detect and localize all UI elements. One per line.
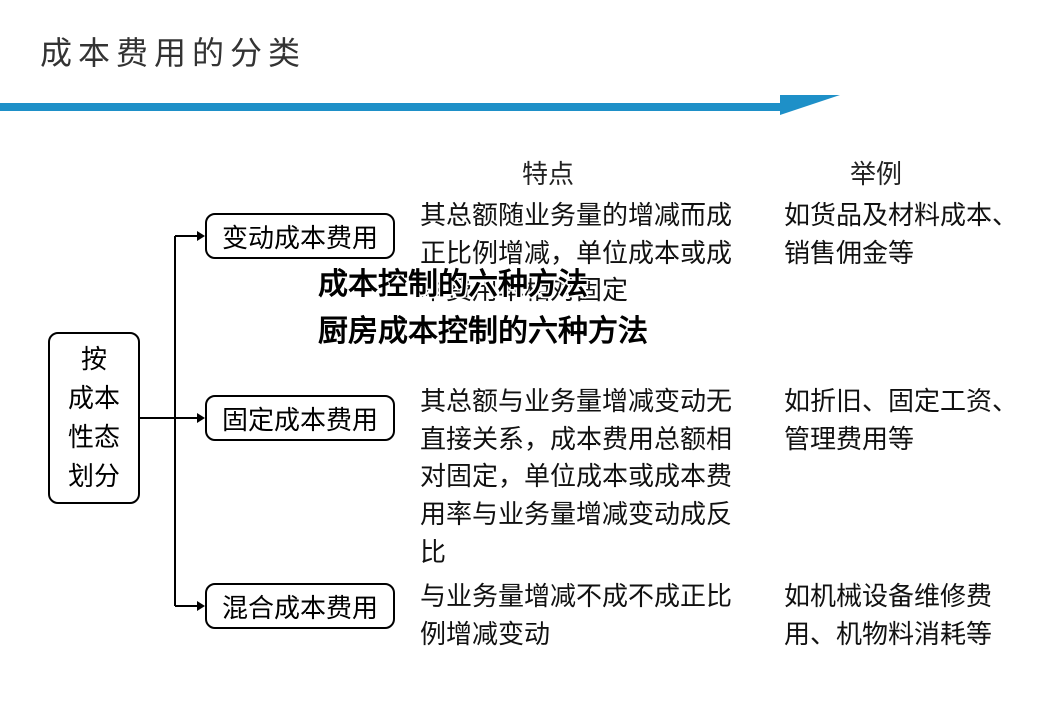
tree-node-mixed-cost: 混合成本费用 — [205, 583, 395, 629]
example-text-fixed: 如折旧、固定工资、管理费用等 — [784, 383, 1034, 458]
tree-root-node: 按成本性态划分 — [48, 332, 140, 504]
watermark-line-2: 厨房成本控制的六种方法 — [318, 309, 718, 356]
tree-node-label: 变动成本费用 — [222, 218, 378, 255]
page-title: 成本费用的分类 — [40, 28, 306, 74]
example-text-mixed: 如机械设备维修费用、机物料消耗等 — [784, 578, 1034, 653]
tree-node-label: 混合成本费用 — [222, 588, 378, 625]
tree-node-fixed-cost: 固定成本费用 — [205, 395, 395, 441]
tree-node-variable-cost: 变动成本费用 — [205, 213, 395, 259]
tree-root-label: 按成本性态划分 — [68, 340, 120, 496]
divider-bar — [0, 103, 780, 111]
title-divider — [0, 95, 1064, 117]
column-header-example: 举例 — [850, 154, 902, 191]
example-text-variable: 如货品及材料成本、销售佣金等 — [784, 197, 1034, 272]
divider-triangle — [780, 95, 840, 115]
watermark-line-1: 成本控制的六种方法 — [318, 262, 718, 309]
column-header-feature: 特点 — [522, 154, 574, 191]
feature-text-fixed: 其总额与业务量增减变动无直接关系，成本费用总额相对固定，单位成本或成本费用率与业… — [420, 383, 750, 571]
tree-node-label: 固定成本费用 — [222, 400, 378, 437]
watermark-overlay: 成本控制的六种方法 厨房成本控制的六种方法 — [318, 262, 718, 355]
feature-text-mixed: 与业务量增减不成不成正比例增减变动 — [420, 578, 750, 653]
